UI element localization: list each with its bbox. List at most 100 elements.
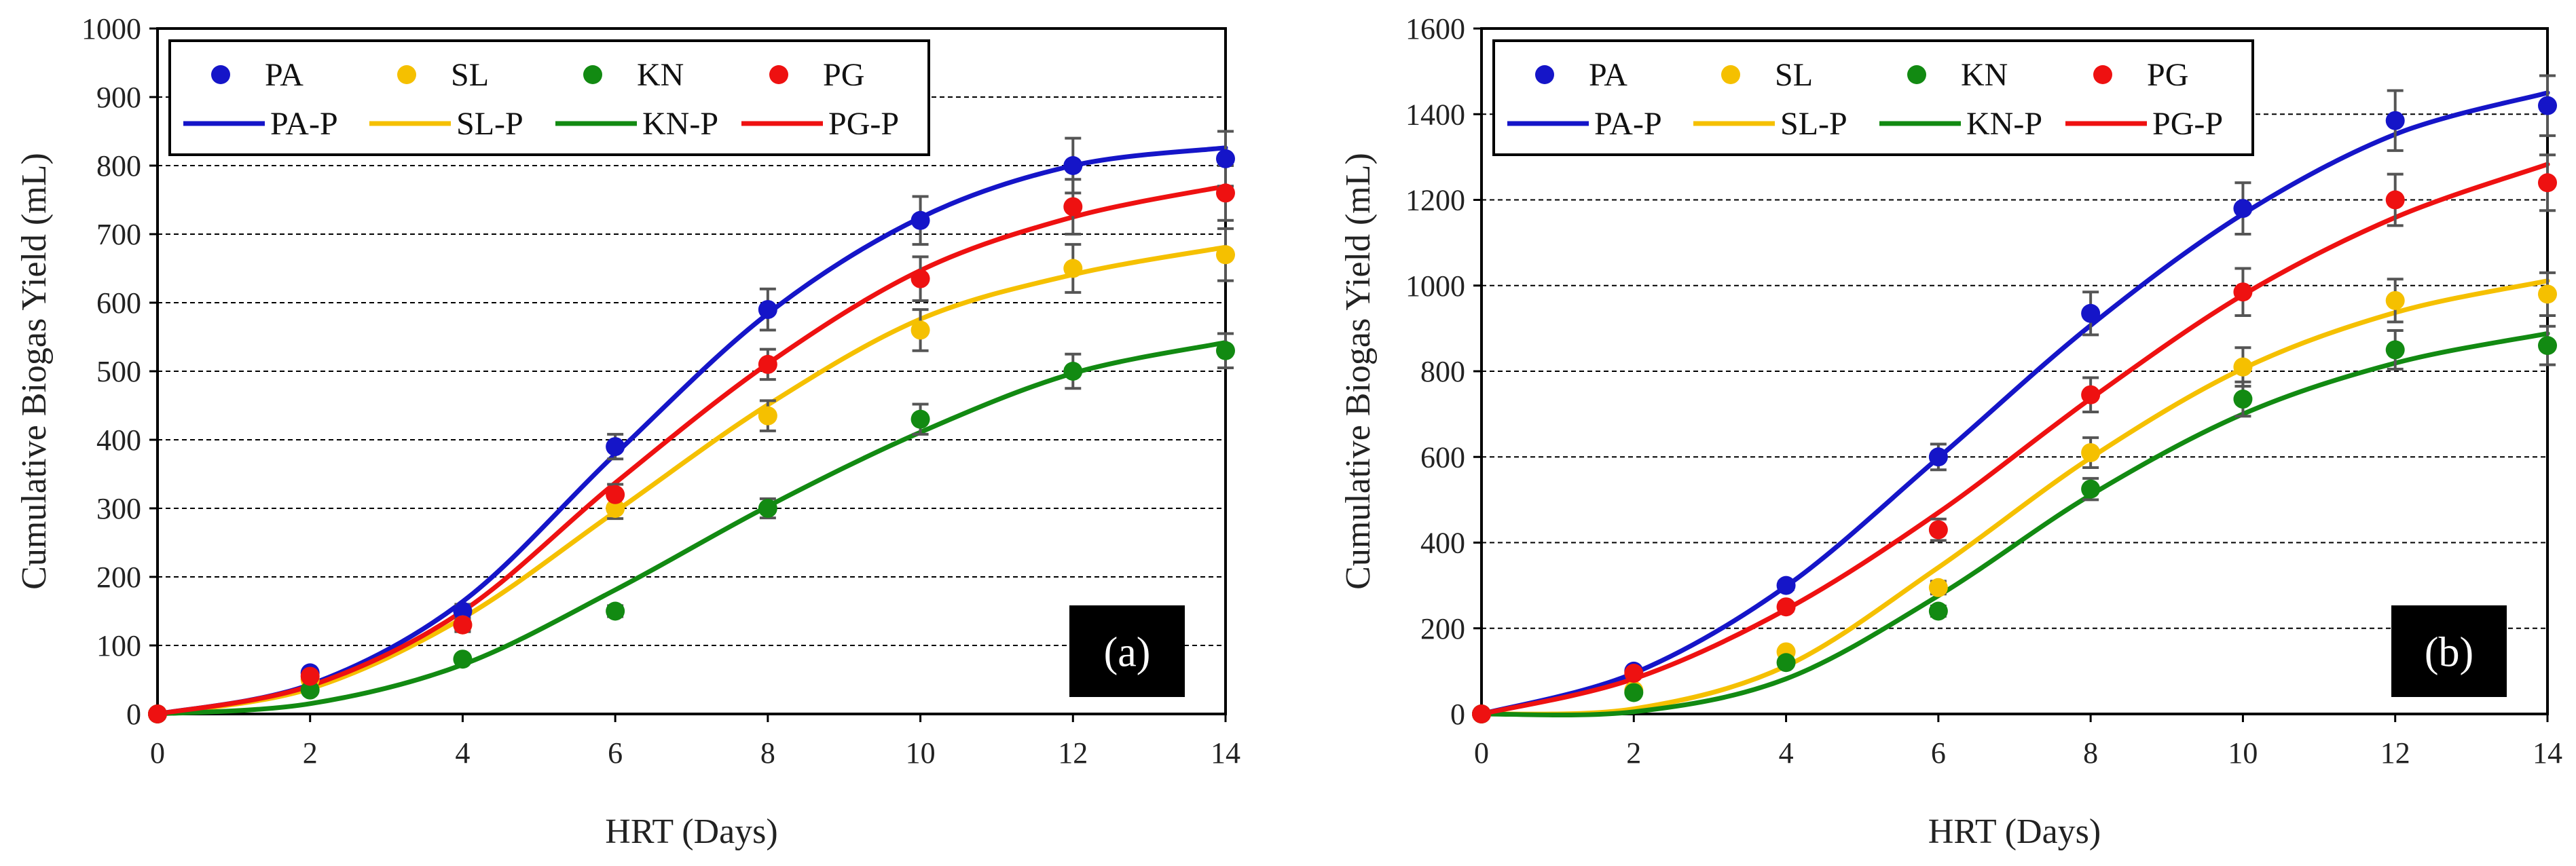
panel-label: (a) xyxy=(1104,630,1151,676)
data-point-kn xyxy=(1063,362,1083,381)
panel-label: (b) xyxy=(2425,630,2473,676)
data-point-pg xyxy=(453,615,473,635)
data-point-kn xyxy=(300,680,320,700)
y-axis-title: Cumulative Biogas Yield (mL) xyxy=(1339,153,1378,590)
legend-label-pg: PG xyxy=(823,57,864,93)
data-point-sl xyxy=(2385,290,2405,310)
legend-label-kn-p: KN-P xyxy=(642,106,718,142)
y-tick-label: 700 xyxy=(96,218,141,251)
fit-line-kn-p xyxy=(1479,331,2550,718)
data-point-pg xyxy=(2081,385,2101,404)
y-tick-label: 800 xyxy=(96,149,141,183)
y-tick-label: 200 xyxy=(96,561,141,594)
y-axis-title: Cumulative Biogas Yield (mL) xyxy=(15,153,54,590)
x-axis-title: HRT (Days) xyxy=(1928,812,2101,851)
panel-label-box xyxy=(1069,605,1185,697)
x-tick-label: 0 xyxy=(1474,736,1489,770)
chart-panel-a: 0 100 200 300 400 500 600 700 800 900 1000 0 2 4 6 8 10 1… xyxy=(15,12,1240,851)
legend-box xyxy=(1492,39,2254,156)
data-point-kn xyxy=(758,499,777,518)
data-point-kn xyxy=(606,601,625,621)
x-tick-label: 6 xyxy=(1931,736,1946,770)
data-point-pg xyxy=(758,354,777,374)
fit-line-pa-p xyxy=(1479,90,2550,717)
legend-marker-sl xyxy=(1721,65,1740,84)
x-tick-label: 10 xyxy=(2228,736,2258,770)
data-point-pa xyxy=(1928,447,1948,467)
y-tick-label: 1000 xyxy=(1405,269,1465,303)
x-tick-label: 2 xyxy=(303,736,318,770)
y-tick-label: 500 xyxy=(96,355,141,388)
y-tick-label: 0 xyxy=(126,698,141,731)
legend-label-pg-p: PG-P xyxy=(828,106,899,142)
data-point-pg xyxy=(300,666,320,686)
panel-label-box xyxy=(2391,605,2507,697)
legend-marker-kn xyxy=(583,65,602,84)
fit-line-sl-p xyxy=(155,244,1228,717)
data-point-pa xyxy=(2081,303,2101,323)
y-tick-label: 900 xyxy=(96,81,141,114)
data-point-pa xyxy=(1063,156,1083,175)
data-point-pa xyxy=(910,210,930,230)
y-tick-label: 1000 xyxy=(81,12,141,45)
x-tick-label: 14 xyxy=(2533,736,2562,770)
legend-label-pa-p: PA-P xyxy=(1594,106,1662,142)
x-axis-title: HRT (Days) xyxy=(605,812,777,851)
legend-label-kn-p: KN-P xyxy=(1966,106,2042,142)
legend-marker-pa xyxy=(1535,65,1554,84)
chart-panel-b: 0 200 400 600 800 1000 1200 1400 1600 0 2 4 6 8 10 12 14… xyxy=(1339,12,2562,851)
legend-marker-pa xyxy=(211,65,230,84)
legend-label-pa: PA xyxy=(265,57,303,93)
x-tick-label: 4 xyxy=(455,736,470,770)
legend-marker-pg xyxy=(2093,65,2112,84)
data-point-pa xyxy=(2233,199,2253,219)
data-point-pg xyxy=(1472,704,1491,723)
legend-label-kn: KN xyxy=(637,57,684,93)
legend-label-pg-p: PG-P xyxy=(2152,106,2223,142)
data-point-kn xyxy=(1776,653,1796,673)
fit-line-sl-p xyxy=(1479,278,2550,717)
data-point-pg xyxy=(2385,190,2405,210)
legend-label-pg: PG xyxy=(2147,57,2188,93)
data-point-sl xyxy=(1928,578,1948,597)
x-tick-label: 10 xyxy=(906,736,936,770)
data-point-pg xyxy=(1063,197,1083,216)
y-tick-label: 800 xyxy=(1420,355,1465,388)
data-point-kn xyxy=(2385,340,2405,360)
data-point-pa xyxy=(1216,149,1235,168)
data-point-pa xyxy=(453,601,473,621)
data-point-pg xyxy=(1776,597,1796,617)
legend-box xyxy=(168,39,930,156)
y-tick-label: 600 xyxy=(1420,440,1465,474)
data-point-kn xyxy=(2538,336,2557,356)
data-point-sl xyxy=(606,499,625,518)
y-tick-label: 600 xyxy=(96,286,141,320)
x-tick-label: 8 xyxy=(760,736,775,770)
legend-label-sl: SL xyxy=(451,57,489,93)
y-tick-label: 200 xyxy=(1420,612,1465,645)
fit-line-pg-p xyxy=(1479,162,2550,717)
data-point-kn xyxy=(1928,601,1948,621)
data-point-sl xyxy=(758,406,777,426)
data-point-pa xyxy=(2538,96,2557,115)
data-point-kn xyxy=(1216,341,1235,360)
data-point-pg xyxy=(1216,183,1235,203)
data-point-kn xyxy=(453,650,473,669)
x-tick-label: 8 xyxy=(2083,736,2098,770)
data-point-pa xyxy=(758,300,777,320)
data-point-kn xyxy=(2233,390,2253,409)
data-point-pg xyxy=(910,269,930,288)
y-tick-label: 1600 xyxy=(1405,12,1465,45)
legend-label-pa-p: PA-P xyxy=(270,106,338,142)
data-point-sl xyxy=(1063,259,1083,278)
legend-label-sl-p: SL-P xyxy=(456,106,523,142)
data-point-sl xyxy=(2081,443,2101,462)
data-point-pa xyxy=(1776,576,1796,595)
y-tick-label: 300 xyxy=(96,492,141,525)
x-tick-label: 14 xyxy=(1211,736,1240,770)
data-point-kn xyxy=(2081,479,2101,499)
data-point-pa xyxy=(2385,111,2405,130)
data-point-sl xyxy=(2233,357,2253,377)
data-point-pg xyxy=(2233,282,2253,302)
